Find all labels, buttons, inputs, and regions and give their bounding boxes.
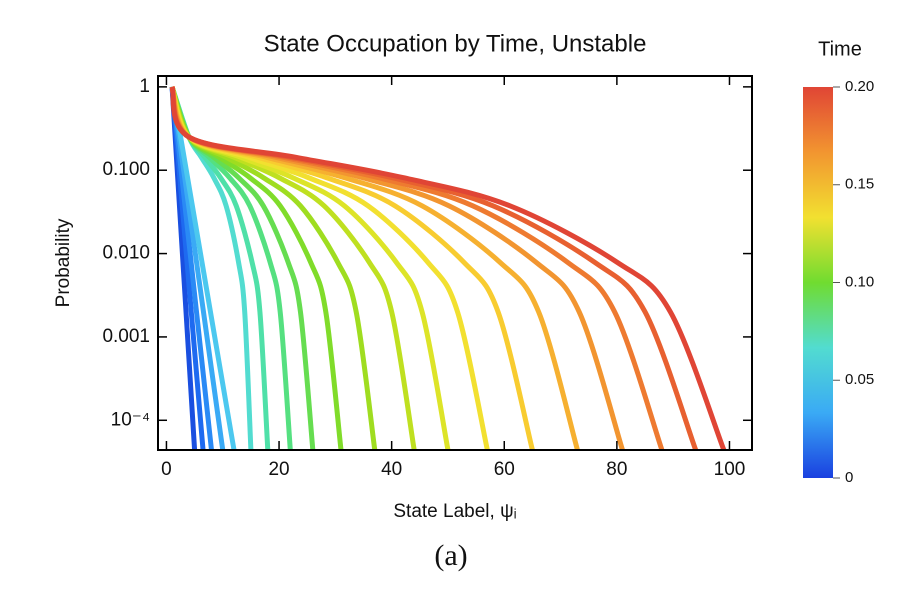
colorbar-tick-label: 0.15 bbox=[845, 176, 874, 193]
colorbar bbox=[803, 87, 833, 478]
colorbar-title: Time bbox=[818, 38, 862, 60]
chart-title: State Occupation by Time, Unstable bbox=[264, 30, 647, 57]
y-tick-label: 0.001 bbox=[102, 326, 150, 347]
x-tick-label: 80 bbox=[606, 459, 627, 480]
x-axis-label: State Label, ψᵢ bbox=[393, 501, 516, 522]
colorbar-tick-label: 0.20 bbox=[845, 78, 874, 95]
plot-lines bbox=[169, 86, 727, 450]
plot-frame bbox=[157, 75, 753, 451]
y-tick-label: 0.100 bbox=[102, 159, 150, 180]
colorbar-tick-label: 0.05 bbox=[845, 371, 874, 388]
x-tick-label: 60 bbox=[494, 459, 515, 480]
y-tick-label: 1 bbox=[139, 76, 150, 97]
x-tick-label: 40 bbox=[381, 459, 402, 480]
y-axis-label: Probability bbox=[53, 218, 74, 307]
caption: (a) bbox=[434, 539, 467, 572]
x-tick-label: 20 bbox=[268, 459, 289, 480]
colorbar-tick-label: 0 bbox=[845, 469, 853, 486]
series-line bbox=[169, 86, 417, 450]
x-tick-label: 0 bbox=[161, 459, 172, 480]
y-tick-label: 0.010 bbox=[102, 243, 150, 264]
colorbar-tick-label: 0.10 bbox=[845, 273, 874, 290]
series-line bbox=[169, 86, 665, 450]
series-line bbox=[169, 86, 727, 450]
y-tick-label: 10⁻⁴ bbox=[111, 409, 150, 430]
x-tick-label: 100 bbox=[714, 459, 746, 480]
